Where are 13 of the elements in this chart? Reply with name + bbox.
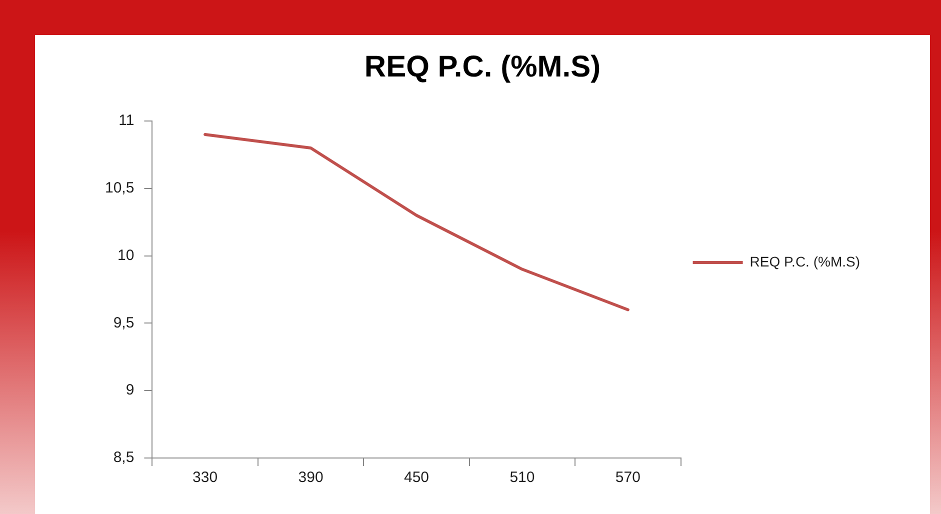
x-tick-label: 510 bbox=[510, 469, 535, 486]
y-tick-label: 9,5 bbox=[113, 314, 134, 332]
y-tick-label: 8,5 bbox=[113, 449, 134, 466]
x-tick-label: 330 bbox=[192, 469, 218, 486]
x-tick-label: 390 bbox=[298, 469, 324, 486]
y-tick-label: 9 bbox=[126, 382, 134, 399]
chart-title: REQ P.C. (%M.S) bbox=[364, 50, 601, 84]
x-tick-label: 450 bbox=[404, 469, 430, 486]
y-tick-label: 10,5 bbox=[104, 180, 134, 197]
legend-label: REQ P.C. (%M.S) bbox=[750, 253, 860, 270]
y-tick-label: 10 bbox=[118, 246, 134, 264]
y-tick-label: 11 bbox=[118, 112, 134, 130]
x-tick-label: 570 bbox=[615, 469, 640, 486]
